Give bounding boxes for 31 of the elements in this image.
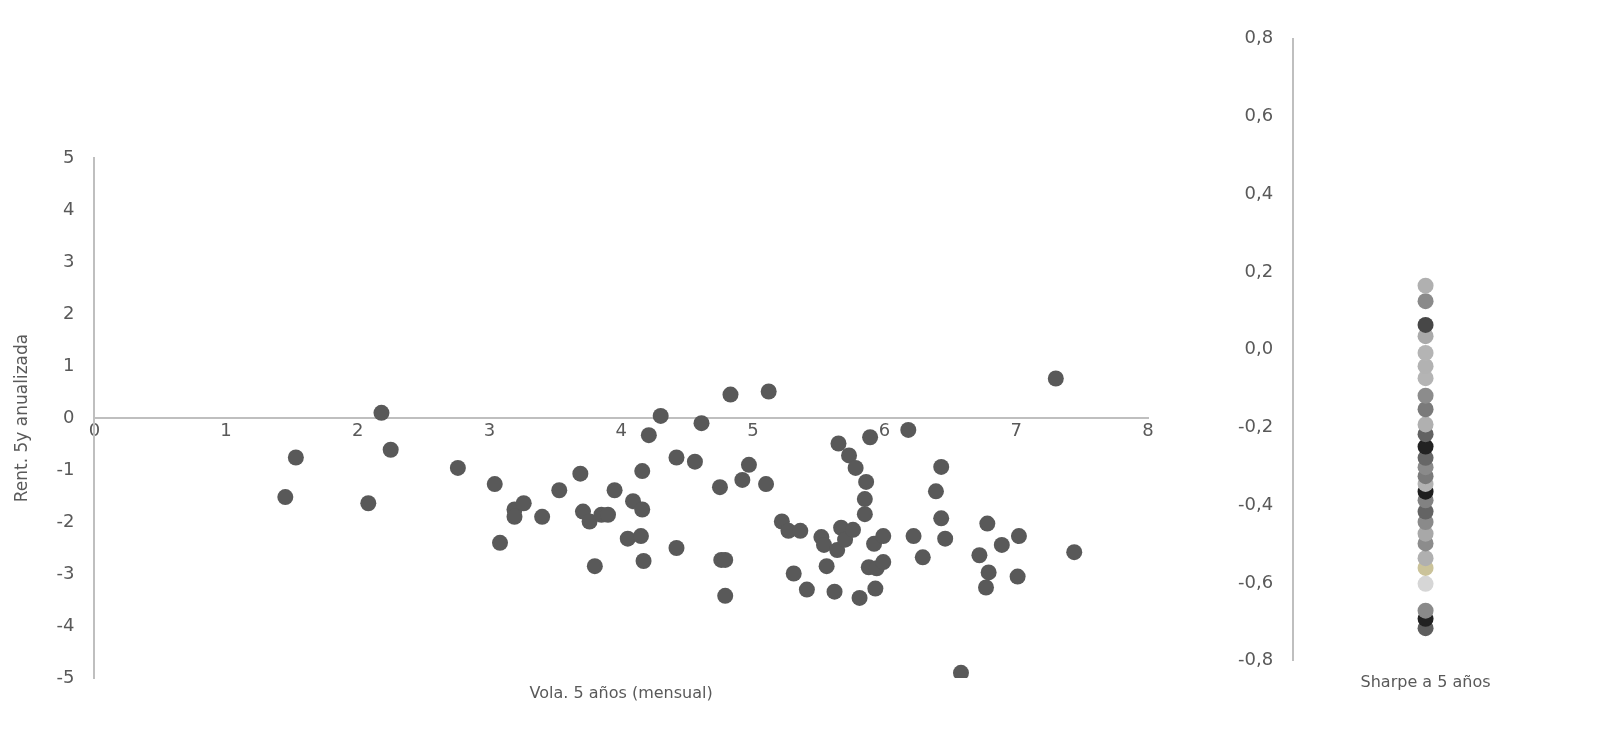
x-tick-label: Sharpe a 5 años [1360,671,1491,691]
x-tick-label: 7 [1010,419,1023,441]
y-tick-label: 0 [62,405,75,427]
y-tick-label: -0,2 [1238,415,1274,437]
y-tick-label: 0,6 [1244,104,1274,126]
y-tick-label: 4 [62,197,75,219]
y-tick-label: -3 [56,561,75,583]
y-tick-label: -4 [56,613,75,635]
y-tick-label: 0,0 [1244,337,1274,359]
y-tick-label: -0,4 [1238,492,1274,514]
y-tick-label: -2 [56,509,75,531]
y-tick-label: 2 [62,301,75,323]
y-axis-title: Rent. 5y anualizada [10,333,31,503]
y-tick-label: 0,2 [1244,259,1274,281]
y-tick-label: -1 [56,457,75,479]
x-tick-label: 2 [352,419,364,441]
y-tick-label: 1 [62,353,75,375]
y-tick-label: 5 [62,145,75,167]
y-tick-label: 0,8 [1244,26,1274,48]
x-tick-label: 3 [483,419,496,441]
x-tick-label: 6 [878,419,891,441]
y-tick-label: -5 [56,665,75,687]
x-tick-label: 5 [747,419,759,441]
y-tick-label: 0,4 [1244,181,1274,203]
x-axis-title: Vola. 5 años (mensual) [529,683,713,703]
x-tick-label: 4 [615,419,627,441]
y-tick-label: 3 [62,249,75,271]
x-tick-label: 1 [220,419,232,441]
y-tick-label: -0,8 [1238,648,1274,670]
y-tick-label: -0,6 [1238,570,1274,592]
x-tick-label: 8 [1142,419,1154,441]
